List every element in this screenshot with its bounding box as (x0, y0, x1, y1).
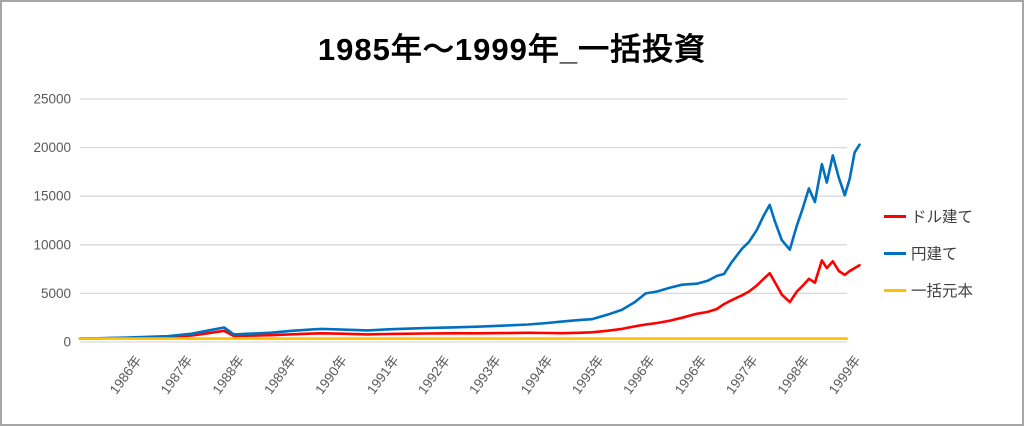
series-line-1 (78, 259, 861, 340)
legend-item-principal: 一括元本 (884, 278, 973, 302)
x-tick-label: 1991年 (364, 353, 402, 397)
x-tick-label: 1995年 (569, 353, 607, 397)
y-tick-label: 10000 (33, 237, 71, 252)
y-tick-label: 15000 (33, 189, 71, 204)
legend-item-yen: 円建て (884, 241, 973, 265)
x-tick-label: 1990年 (312, 353, 350, 397)
x-tick-label: 1997年 (723, 353, 761, 397)
x-tick-label: 1998年 (775, 353, 813, 397)
x-tick-label: 1987年 (158, 353, 196, 397)
y-tick-label: 0 (63, 335, 71, 350)
series-line-2 (78, 143, 861, 340)
y-tick-label: 25000 (33, 92, 71, 107)
x-tick-label: 1996年 (672, 353, 710, 397)
x-tick-label: 1996年 (620, 353, 658, 397)
legend-swatch-dollar (884, 214, 906, 218)
legend-label-principal: 一括元本 (911, 283, 974, 300)
x-tick-label: 1988年 (209, 353, 247, 397)
legend-swatch-principal (884, 288, 906, 292)
legend-label-yen: 円建て (911, 246, 958, 263)
x-tick-label: 1999年 (826, 353, 864, 397)
legend-item-dollar: ドル建て (884, 204, 973, 228)
x-tick-label: 1992年 (415, 353, 453, 397)
y-tick-label: 5000 (41, 286, 71, 301)
legend-label-dollar: ドル建て (911, 209, 974, 226)
legend-swatch-yen (884, 251, 906, 255)
y-tick-label: 20000 (33, 140, 71, 155)
x-tick-label: 1993年 (466, 353, 504, 397)
x-tick-label: 1986年 (107, 353, 145, 397)
legend: ドル建て 円建て 一括元本 (884, 204, 973, 315)
chart-title: 1985年〜1999年_一括投資 (317, 32, 707, 67)
x-tick-label: 1994年 (518, 353, 556, 397)
x-tick-label: 1989年 (261, 353, 299, 397)
